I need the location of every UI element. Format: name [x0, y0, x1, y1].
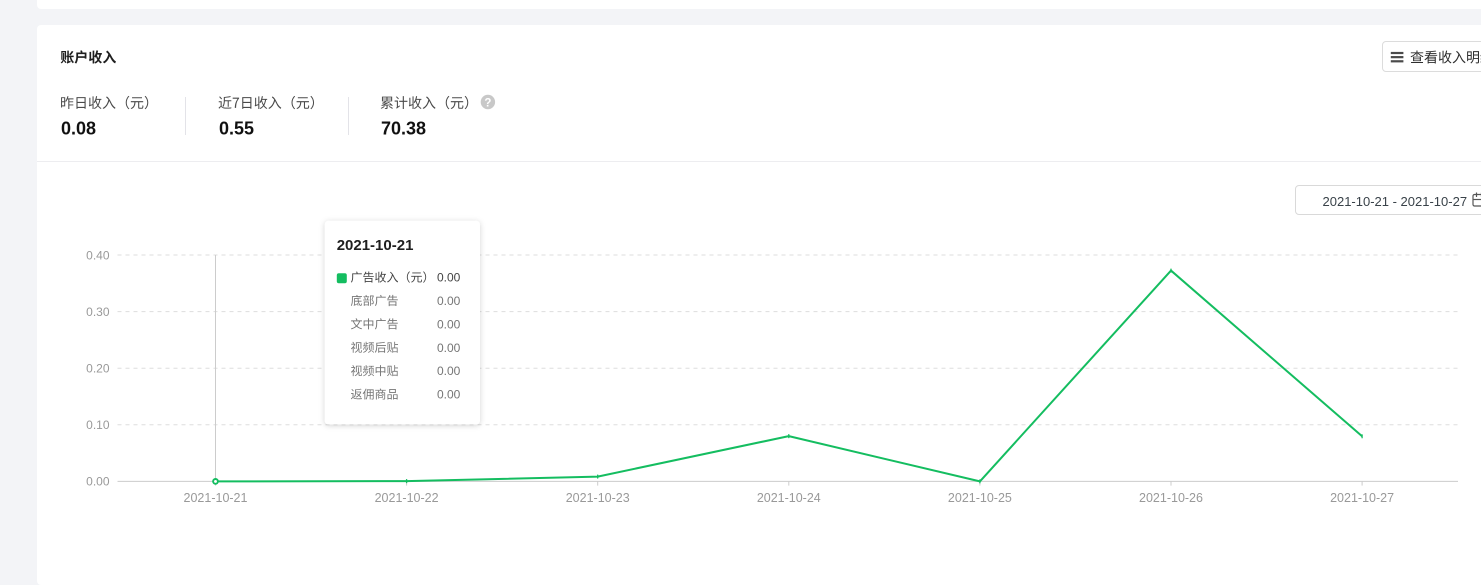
svg-text:0.20: 0.20	[86, 362, 110, 376]
svg-text:70.38: 70.38	[381, 119, 426, 139]
svg-text:0.40: 0.40	[86, 248, 110, 262]
svg-text:2021-10-23: 2021-10-23	[566, 491, 630, 505]
svg-text:2021-10-21: 2021-10-21	[184, 491, 248, 505]
svg-text:0.08: 0.08	[61, 119, 96, 139]
svg-text:0.00: 0.00	[86, 475, 110, 489]
svg-text:2021-10-21: 2021-10-21	[337, 237, 414, 254]
svg-text:2021-10-22: 2021-10-22	[375, 491, 439, 505]
svg-text:2021-10-21 - 2021-10-27: 2021-10-21 - 2021-10-27	[1323, 194, 1468, 209]
svg-text:0.00: 0.00	[437, 388, 461, 402]
svg-text:2021-10-26: 2021-10-26	[1139, 491, 1203, 505]
svg-text:2021-10-24: 2021-10-24	[757, 491, 821, 505]
svg-text:0.00: 0.00	[437, 271, 461, 285]
svg-text:0.00: 0.00	[437, 341, 461, 355]
svg-text:0.00: 0.00	[437, 294, 461, 308]
svg-text:2021-10-27: 2021-10-27	[1330, 491, 1394, 505]
svg-text:2021-10-25: 2021-10-25	[948, 491, 1012, 505]
svg-text:0.00: 0.00	[437, 364, 461, 378]
svg-text:0.30: 0.30	[86, 305, 110, 319]
svg-text:0.00: 0.00	[437, 317, 461, 331]
svg-text:?: ?	[484, 97, 491, 109]
svg-text:0.10: 0.10	[86, 418, 110, 432]
svg-text:0.55: 0.55	[219, 119, 254, 139]
